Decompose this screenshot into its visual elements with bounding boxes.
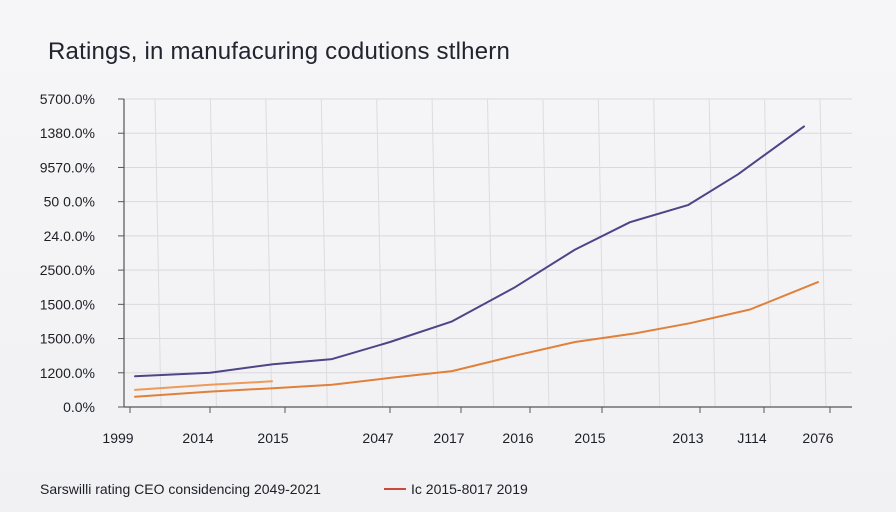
v-gridline bbox=[708, 98, 716, 408]
axes bbox=[118, 98, 852, 413]
y-tick-label: 1200.0% bbox=[40, 365, 95, 381]
x-tick-label: 2017 bbox=[433, 430, 464, 446]
x-tick-label: 2047 bbox=[362, 430, 393, 446]
legend: Sarswilli rating CEO considencing 2049-2… bbox=[40, 481, 528, 497]
series-lines bbox=[134, 125, 819, 398]
y-tick-label: 1380.0% bbox=[40, 125, 95, 141]
series-line-1 bbox=[134, 125, 805, 378]
series-line-3 bbox=[134, 380, 273, 391]
y-tick-label: 50 0.0% bbox=[44, 194, 95, 210]
v-gridline bbox=[376, 98, 384, 408]
v-gridline bbox=[653, 98, 661, 408]
x-tick-labels: 1999 2014 2015 2047 2017 2016 2015 2013 J114 2076 bbox=[102, 430, 833, 446]
v-gridline bbox=[764, 98, 772, 408]
x-tick-label: 1999 bbox=[102, 430, 133, 446]
v-gridline bbox=[597, 98, 605, 408]
v-gridline bbox=[320, 98, 328, 408]
y-tick-label: 5700.0% bbox=[40, 91, 95, 107]
y-tick-label: 0.0% bbox=[63, 399, 95, 415]
v-gridline bbox=[265, 98, 273, 408]
y-tick-label: 1500.0% bbox=[40, 296, 95, 312]
y-tick-label: 1500.0% bbox=[40, 331, 95, 347]
v-gridline bbox=[431, 98, 439, 408]
y-tick-label: 2500.0% bbox=[40, 262, 95, 278]
chart-title: Ratings, in manufacuring codutions stlhe… bbox=[48, 38, 510, 65]
x-tick-label: 2015 bbox=[574, 430, 605, 446]
y-tick-label: 24.0.0% bbox=[44, 228, 95, 244]
grid-lines bbox=[124, 98, 852, 408]
x-tick-label: 2015 bbox=[257, 430, 288, 446]
series-line-2 bbox=[134, 281, 819, 398]
x-tick-label: 2014 bbox=[182, 430, 213, 446]
x-tick-label: 2013 bbox=[672, 430, 703, 446]
x-tick-label: 2016 bbox=[502, 430, 533, 446]
v-gridline bbox=[487, 98, 494, 408]
v-gridline bbox=[819, 98, 827, 408]
legend-label-1: Sarswilli rating CEO considencing 2049-2… bbox=[40, 481, 321, 497]
legend-label-2: Ic 2015-8017 2019 bbox=[411, 481, 528, 497]
v-gridline bbox=[542, 98, 550, 408]
v-gridline bbox=[209, 98, 217, 408]
y-tick-labels: 0.0% 1200.0% 1500.0% 1500.0% 2500.0% 24.0.0% 5… bbox=[40, 91, 95, 415]
x-tick-label: J114 bbox=[737, 430, 767, 446]
v-gridline bbox=[154, 98, 162, 408]
y-tick-label: 9570.0% bbox=[40, 159, 95, 175]
x-tick-label: 2076 bbox=[802, 430, 833, 446]
